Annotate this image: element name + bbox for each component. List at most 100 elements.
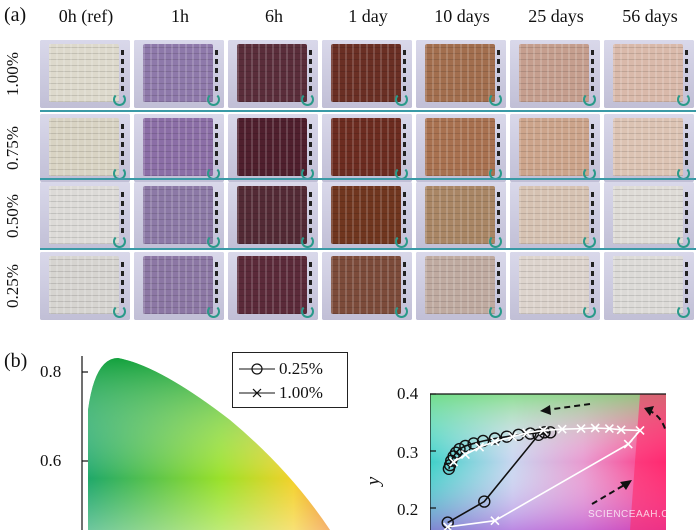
data-point-x	[508, 432, 518, 442]
logo-icon	[583, 235, 596, 248]
x-marker-icon	[239, 388, 275, 398]
data-point-x	[474, 442, 485, 452]
left-ytick-0-8: 0.8	[40, 362, 62, 381]
sample-tile	[322, 114, 412, 182]
data-point-x	[538, 425, 548, 436]
sample-tile	[604, 40, 694, 108]
sample-tile	[40, 40, 130, 108]
watermark: SCIENCEAAH.COM	[588, 509, 687, 520]
row-header-1: 0.75%	[3, 126, 22, 170]
sample-tile	[416, 252, 506, 320]
logo-icon	[113, 235, 126, 248]
sample-tile	[228, 40, 318, 108]
right-ytick-0-4: 0.4	[397, 384, 419, 403]
sample-tile	[134, 182, 224, 250]
column-header-4: 10 days	[434, 6, 490, 26]
right-ytick-0-3: 0.3	[397, 443, 419, 462]
data-point-circle	[478, 495, 491, 508]
logo-icon	[489, 305, 502, 318]
legend: 0.25% 1.00%	[232, 352, 348, 408]
panel-b-label: (b)	[4, 350, 28, 372]
logo-icon	[207, 235, 220, 248]
sample-tile	[228, 114, 318, 182]
data-point-circle	[442, 462, 456, 476]
sample-tile	[228, 252, 318, 320]
series-line-1	[447, 427, 642, 528]
row-header-3: 0.25%	[3, 264, 22, 308]
logo-icon	[395, 235, 408, 248]
sample-tile	[134, 40, 224, 108]
column-header-6: 56 days	[622, 6, 678, 26]
direction-arrow-top	[540, 403, 591, 415]
legend-item-1-00: 1.00%	[239, 383, 343, 403]
row-separator	[40, 248, 696, 250]
data-point-x	[490, 437, 500, 447]
column-header-1: 1h	[171, 6, 189, 26]
data-point-circle	[459, 439, 472, 453]
data-point-circle	[441, 516, 454, 529]
data-point-x	[460, 450, 470, 460]
right-y-axis-label: y	[363, 476, 385, 486]
column-header-3: 1 day	[348, 6, 388, 26]
sample-tile	[510, 114, 600, 182]
direction-arrow-right	[644, 406, 667, 433]
left-ytick-0-6: 0.6	[40, 451, 62, 470]
row-separator	[40, 178, 696, 180]
sample-tile	[322, 40, 412, 108]
sample-tile	[416, 182, 506, 250]
data-point-circle	[488, 432, 502, 445]
logo-icon	[489, 235, 502, 248]
sample-tile	[134, 114, 224, 182]
row-header-0: 1.00%	[3, 52, 22, 96]
column-header-2: 6h	[265, 6, 283, 26]
circle-marker-icon	[239, 363, 275, 375]
sample-tile	[510, 252, 600, 320]
data-point-x	[449, 457, 459, 467]
column-header-5: 25 days	[528, 6, 584, 26]
row-separator	[40, 110, 696, 112]
chromaticity-zoom-plot	[430, 393, 700, 530]
sample-tile	[40, 114, 130, 182]
sample-tile	[416, 40, 506, 108]
sample-tile	[416, 114, 506, 182]
logo-icon	[207, 305, 220, 318]
logo-icon	[113, 93, 126, 106]
logo-icon	[395, 305, 408, 318]
logo-icon	[677, 305, 690, 318]
data-point-x	[590, 423, 600, 433]
sample-tile	[510, 40, 600, 108]
data-point-circle	[453, 442, 466, 456]
sample-tile	[604, 252, 694, 320]
sample-tile	[322, 182, 412, 250]
logo-icon	[301, 93, 314, 106]
logo-icon	[301, 305, 314, 318]
data-point-x	[635, 425, 645, 436]
sample-tile	[228, 182, 318, 250]
logo-icon	[583, 305, 596, 318]
logo-icon	[677, 93, 690, 106]
direction-arrow-bottom	[591, 480, 632, 505]
sample-tile	[40, 252, 130, 320]
logo-icon	[395, 93, 408, 106]
logo-icon	[489, 93, 502, 106]
right-ytick-0-2: 0.2	[397, 500, 419, 519]
sample-tile	[604, 182, 694, 250]
data-point-x	[576, 424, 586, 434]
logo-icon	[207, 93, 220, 106]
sample-tile	[510, 182, 600, 250]
logo-icon	[113, 305, 126, 318]
sample-tile	[322, 252, 412, 320]
data-point-x	[623, 439, 633, 449]
sample-tile	[604, 114, 694, 182]
data-point-x	[616, 425, 626, 435]
legend-label-0-25: 0.25%	[279, 359, 323, 378]
logo-icon	[583, 93, 596, 106]
legend-item-0-25: 0.25%	[239, 359, 343, 379]
logo-icon	[677, 235, 690, 248]
data-point-x	[522, 428, 532, 438]
logo-icon	[301, 235, 314, 248]
sample-tile	[40, 182, 130, 250]
data-point-x	[557, 424, 567, 434]
row-header-2: 0.50%	[3, 194, 22, 238]
legend-label-1-00: 1.00%	[279, 383, 323, 402]
